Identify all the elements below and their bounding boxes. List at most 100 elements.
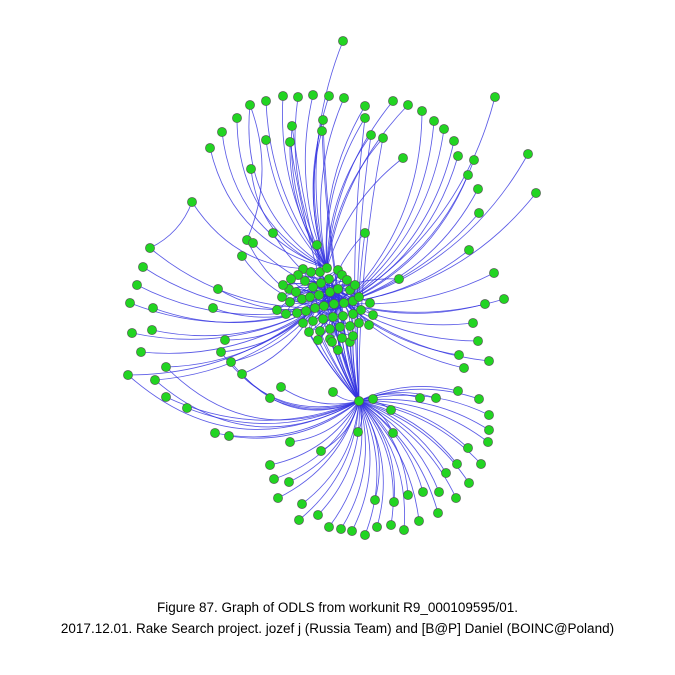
graph-node: [208, 303, 218, 313]
graph-edge: [228, 400, 360, 439]
graph-edge: [343, 188, 479, 304]
graph-edge: [316, 244, 360, 402]
graph-node: [333, 284, 343, 294]
graph-node: [350, 280, 360, 290]
graph-edge: [358, 400, 482, 465]
graph-edge: [236, 117, 328, 269]
graph-node: [347, 526, 357, 536]
graph-node: [418, 487, 428, 497]
graph-edge: [358, 400, 439, 514]
graph-edge: [246, 104, 263, 241]
graph-node: [360, 113, 370, 123]
graph-edge: [280, 386, 360, 405]
graph-edge: [343, 128, 445, 304]
graph-edge: [328, 400, 363, 528]
graph-node: [463, 443, 473, 453]
graph-edge: [326, 117, 366, 269]
graph-node: [365, 298, 375, 308]
graph-edge: [358, 400, 470, 484]
graph-node: [272, 305, 282, 315]
graph-node: [306, 267, 316, 277]
graph-node: [353, 427, 363, 437]
graph-node: [328, 387, 338, 397]
graph-node: [261, 135, 271, 145]
graph-node: [123, 370, 133, 380]
graph-node: [431, 393, 441, 403]
graph-node: [484, 425, 494, 435]
graph-edge: [277, 400, 360, 499]
graph-node: [284, 477, 294, 487]
graph-node: [145, 243, 155, 253]
graph-edge: [343, 272, 495, 305]
graph-node: [261, 96, 271, 106]
graph-node: [217, 127, 227, 137]
graph-node: [322, 263, 332, 273]
graph-node: [138, 262, 148, 272]
graph-node: [439, 124, 449, 134]
graph-edge: [358, 400, 394, 526]
graph-node: [388, 428, 398, 438]
graph-edge: [317, 278, 337, 341]
graph-node: [429, 116, 439, 126]
graph-node: [314, 290, 324, 300]
graph-node: [286, 274, 296, 284]
graph-node: [220, 335, 230, 345]
graph-node: [281, 309, 291, 319]
graph-node: [360, 101, 370, 111]
graph-node: [161, 362, 171, 372]
graph-node: [452, 459, 462, 469]
graph-node: [237, 251, 247, 261]
graph-node: [278, 91, 288, 101]
graph-node: [354, 396, 364, 406]
graph-node: [148, 303, 158, 313]
graph-node: [310, 303, 320, 313]
graph-node: [453, 151, 463, 161]
graph-node: [232, 113, 242, 123]
graph-node: [294, 515, 304, 525]
graph-node: [187, 197, 197, 207]
graph-node: [205, 143, 215, 153]
graph-node: [312, 240, 322, 250]
node-layer: [123, 36, 541, 540]
graph-node: [415, 393, 425, 403]
graph-edge: [358, 400, 420, 522]
graph-node: [268, 228, 278, 238]
graph-edge: [343, 155, 459, 304]
graph-node: [368, 310, 378, 320]
graph-edge: [289, 400, 360, 443]
graph-node: [292, 308, 302, 318]
graph-node: [216, 347, 226, 357]
graph-node: [308, 316, 318, 326]
graph-edge: [356, 232, 366, 402]
graph-edge: [241, 373, 360, 411]
graph-edge: [358, 400, 457, 499]
graph-node: [360, 228, 370, 238]
graph-node: [308, 282, 318, 292]
graph-edge: [358, 400, 378, 536]
graph-node: [226, 357, 236, 367]
graph-node: [319, 301, 329, 311]
graph-node: [489, 268, 499, 278]
graph-node: [389, 497, 399, 507]
graph-edge: [343, 174, 469, 304]
figure-caption-line-1: Figure 87. Graph of ODLS from workunit R…: [157, 600, 518, 615]
graph-node: [224, 431, 234, 441]
graph-node: [248, 238, 258, 248]
graph-node: [132, 280, 142, 290]
graph-node: [285, 297, 295, 307]
graph-edge: [248, 104, 328, 269]
graph-node: [399, 525, 409, 535]
graph-node: [269, 474, 279, 484]
graph-edge: [241, 307, 316, 375]
graph-node: [370, 495, 380, 505]
graph-node: [386, 405, 396, 415]
graph-node: [150, 375, 160, 385]
graph-node: [441, 468, 451, 478]
graph-node: [318, 115, 328, 125]
graph-edge: [358, 400, 395, 503]
graph-edge: [317, 339, 360, 402]
graph-edge: [317, 400, 360, 516]
graph-node: [147, 325, 157, 335]
graph-node: [354, 318, 364, 328]
graph-edge: [265, 100, 328, 269]
